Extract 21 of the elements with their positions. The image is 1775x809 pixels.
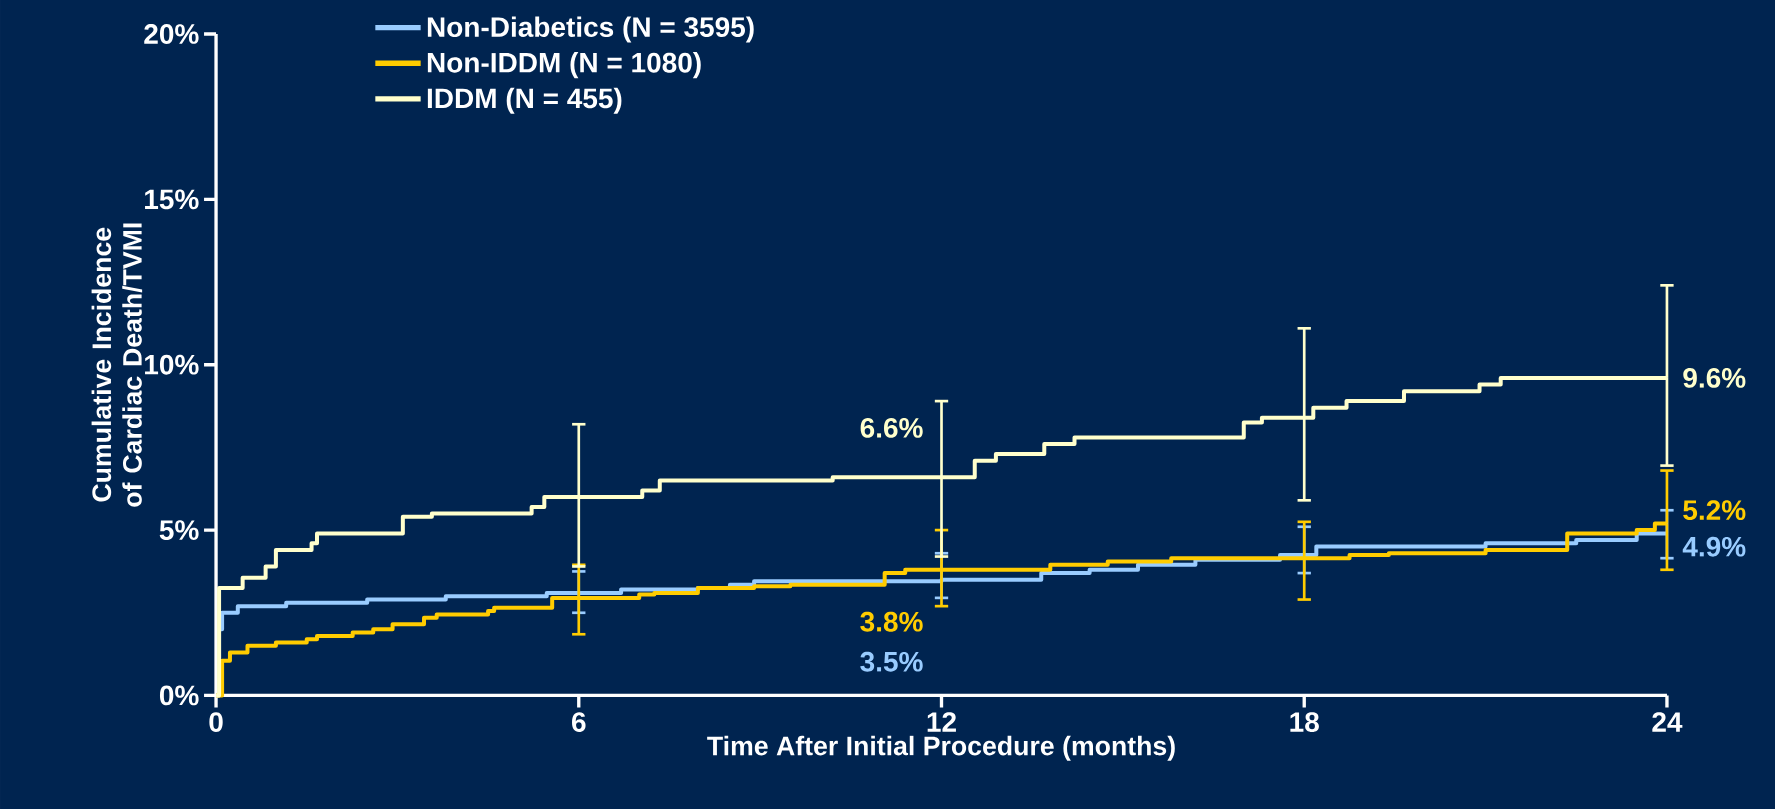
data-label: 3.8% [860, 611, 923, 632]
data-label: 9.6% [1683, 367, 1746, 388]
data-label: 4.9% [1682, 536, 1746, 557]
data-label: 3.5% [860, 651, 923, 672]
legend-label: Non-Diabetics (N = 3595) [427, 16, 754, 43]
y-tick-label: 0% [159, 685, 199, 706]
x-tick-label: 18 [1290, 711, 1319, 732]
legend-label: IDDM (N = 455) [427, 87, 622, 114]
x-axis-title: Time After Initial Procedure (months) [707, 735, 1175, 761]
y-tick-label: 5% [159, 519, 199, 540]
y-axis-title: Cumulative Incidence of Cardiac Death/TVMI [91, 223, 143, 507]
y-tick-label: 15% [145, 189, 199, 209]
x-tick-label: 24 [1652, 711, 1683, 732]
x-tick-label: 12 [927, 711, 956, 732]
legend-label: Non-IDDM (N = 1080) [427, 51, 701, 78]
data-label: 5.2% [1683, 499, 1746, 520]
x-tick-label: 6 [572, 711, 586, 732]
data-label: 6.6% [860, 417, 923, 438]
y-tick-label: 20% [144, 23, 199, 44]
y-tick-label: 10% [145, 354, 199, 375]
x-tick-label: 0 [209, 711, 223, 732]
